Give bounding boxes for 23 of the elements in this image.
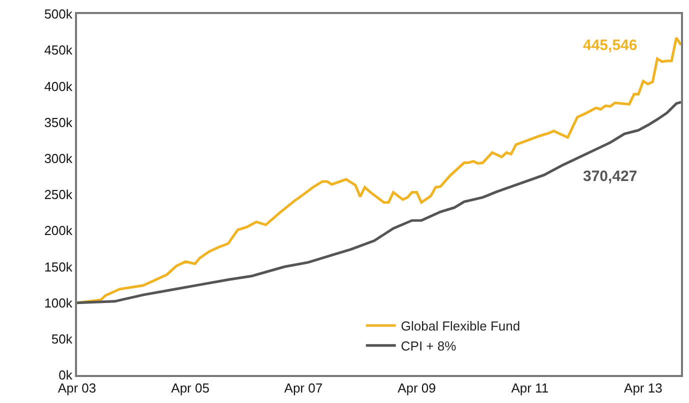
line-series [77,36,681,304]
y-tick-label: 450k [44,42,73,58]
line-series [77,100,681,304]
x-tick-label: Apr 07 [284,380,323,396]
y-tick-label: 0k [58,368,73,383]
y-tick-label: 250k [44,187,73,202]
y-tick-label: 150k [44,259,73,274]
x-tick-label: Apr 05 [171,380,210,396]
x-tick-label: Apr 11 [511,380,549,396]
legend-label: CPI + 8% [400,338,457,354]
y-tick-label: 100k [44,295,73,310]
x-tick-label: Apr 03 [58,380,96,396]
y-tick-label: 200k [44,223,73,238]
y-tick-label: 50k [51,331,73,346]
annotation: 445,546 [583,37,638,54]
x-tick-label: Apr 13 [624,380,662,396]
y-tick-label: 500k [44,6,73,22]
x-tick-label: Apr 09 [398,380,436,396]
y-tick-label: 400k [44,78,73,94]
y-tick-label: 350k [44,114,73,130]
legend-label: Global Flexible Fund [400,318,520,334]
annotation: 370,427 [583,168,638,185]
y-tick-label: 300k [44,150,73,166]
